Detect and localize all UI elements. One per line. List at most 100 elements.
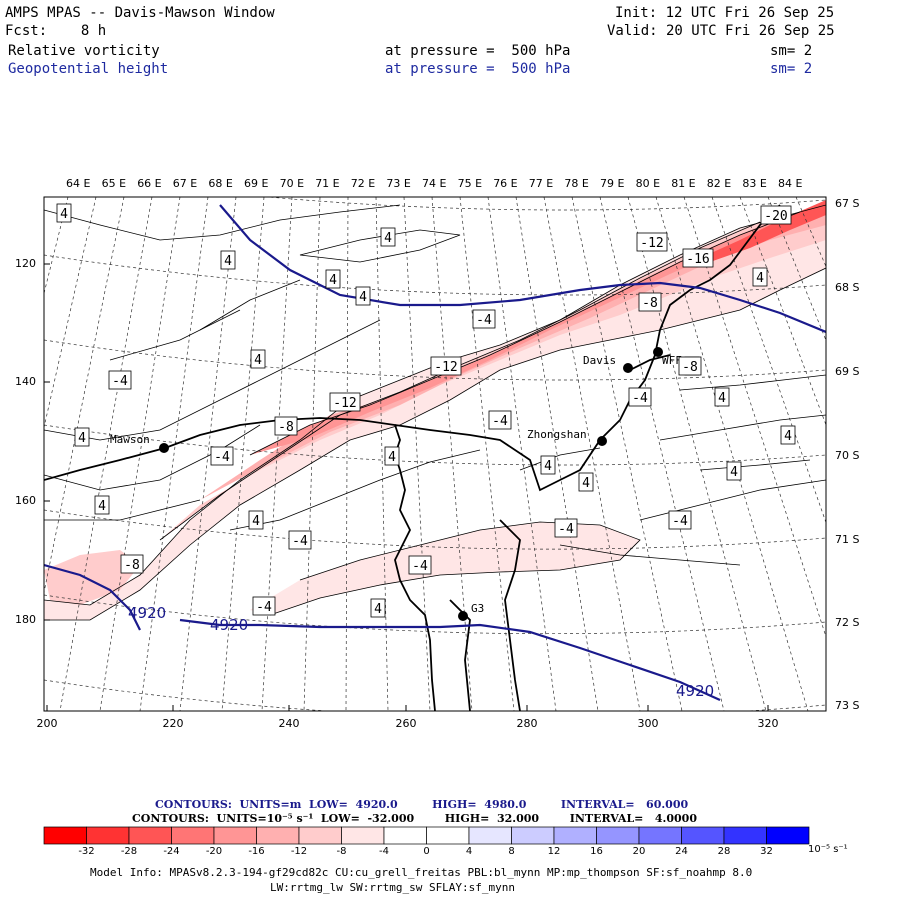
svg-text:-12: -12 [434, 360, 457, 375]
svg-text:-4: -4 [492, 414, 508, 429]
colorbar-swatch [383, 826, 427, 845]
lon-label: 82 E [706, 177, 732, 190]
lon-label: 71 E [315, 177, 340, 190]
field2-smooth: sm= 2 [770, 61, 813, 77]
svg-text:4: 4 [374, 602, 382, 617]
station-g3-label: G3 [471, 602, 484, 615]
vorticity-contour-label: -4 [408, 555, 432, 575]
colorbar-label: -4 [379, 846, 389, 857]
svg-text:-4: -4 [292, 534, 308, 549]
x-axis-label: 240 [278, 717, 300, 730]
lat-label: 72 S [835, 616, 860, 629]
vorticity-contour-label: 4 [540, 455, 556, 475]
vorticity-contour-label: 4 [578, 472, 594, 492]
vorticity-contour-label: 4 [380, 227, 396, 247]
lon-label: 67 E [172, 177, 198, 190]
lon-label: 72 E [350, 177, 376, 190]
x-axis-label: 200 [36, 717, 58, 730]
svg-text:4: 4 [544, 459, 552, 474]
field1-smooth: sm= 2 [770, 43, 813, 59]
vorticity-contour-label: -8 [274, 416, 298, 436]
field1-name: Relative vorticity [8, 43, 160, 59]
svg-text:-4: -4 [558, 522, 574, 537]
x-axis-label: 260 [395, 717, 417, 730]
init-time: Init: 12 UTC Fri 26 Sep 25 [615, 5, 835, 21]
vorticity-contour-label: 4 [250, 349, 266, 369]
lon-label: 80 E [635, 177, 661, 190]
lon-label: 65 E [101, 177, 127, 190]
vorticity-contour-label: -20 [760, 205, 792, 225]
vorticity-contour-label: -4 [288, 530, 312, 550]
colorbar-label: 16 [590, 846, 603, 857]
plot-title: AMPS MPAS -- Davis-Mawson Window [5, 5, 275, 21]
colorbar-swatch [86, 826, 130, 845]
colorbar-swatch [128, 826, 172, 845]
svg-text:4: 4 [98, 499, 106, 514]
svg-text:-8: -8 [124, 558, 140, 573]
lon-label: 84 E [778, 177, 803, 190]
lon-label: 70 E [279, 177, 305, 190]
y-axis-label: 140 [15, 375, 36, 388]
lat-label: 69 S [835, 365, 860, 378]
axis-ticks [44, 263, 769, 711]
svg-text:4: 4 [254, 353, 262, 368]
forecast-hour: Fcst: 8 h [5, 23, 107, 39]
lon-label: 81 E [671, 177, 696, 190]
svg-text:4: 4 [384, 231, 392, 246]
colorbar-swatch [723, 826, 767, 845]
station-mawson-dot [159, 443, 169, 453]
colorbar-swatch [171, 826, 215, 845]
svg-text:-4: -4 [214, 450, 230, 465]
vorticity-contour-label: 4 [220, 250, 236, 270]
colorbar-swatch [43, 826, 87, 845]
svg-text:-8: -8 [278, 420, 294, 435]
colorbar-label: 24 [675, 846, 688, 857]
station-mawson-label: Mawson [110, 433, 150, 446]
model-info-line2: LW:rrtmg_lw SW:rrtmg_sw SFLAY:sf_mynn [270, 881, 516, 894]
svg-text:-4: -4 [672, 514, 688, 529]
colorbar-swatch [766, 826, 810, 845]
lon-label: 79 E [600, 177, 625, 190]
svg-text:-16: -16 [686, 252, 709, 267]
vorticity-contour-label: 4 [780, 425, 796, 445]
colorbar-swatch [511, 826, 555, 845]
svg-text:4: 4 [329, 273, 337, 288]
field2-level: at pressure = 500 hPa [385, 61, 571, 77]
colorbar-label: -16 [248, 846, 265, 857]
vorticity-contour-label: -4 [252, 596, 276, 616]
vorticity-contour-label: 4 [248, 510, 264, 530]
vorticity-contour-label: -8 [638, 292, 662, 312]
vort-shade-ridge-inner [200, 205, 826, 500]
height-contours [44, 204, 826, 702]
y-axis-label: 160 [15, 494, 36, 507]
vorticity-contour-label: 4 [74, 427, 90, 447]
svg-text:4: 4 [730, 465, 738, 480]
lon-label: 76 E [493, 177, 518, 190]
svg-text:4: 4 [252, 514, 260, 529]
x-axis-label: 320 [757, 717, 779, 730]
colorbar-swatch [638, 826, 682, 845]
station-markers [159, 347, 663, 621]
colorbar-label: 32 [760, 846, 773, 857]
colorbar-swatch [256, 826, 300, 845]
colorbar-label: -8 [336, 846, 347, 857]
lon-label: 78 E [564, 177, 589, 190]
colorbar-swatch [298, 826, 342, 845]
svg-text:-8: -8 [682, 360, 698, 375]
svg-text:4: 4 [60, 207, 68, 222]
vorticity-contour-label: 4 [726, 461, 742, 481]
colorbar-swatch [681, 826, 725, 845]
vort-shade-ne-core [700, 200, 826, 262]
y-axis-label: 120 [15, 257, 36, 270]
vorticity-contour-label: -4 [108, 370, 132, 390]
x-axis-label: 220 [162, 717, 184, 730]
lat-label: 68 S [835, 281, 860, 294]
svg-text:-12: -12 [333, 396, 356, 411]
colorbar-swatch [341, 826, 385, 845]
colorbar-swatch [596, 826, 640, 845]
colorbar-swatch [426, 826, 470, 845]
svg-text:4: 4 [582, 476, 590, 491]
vort-shade-sw [44, 550, 140, 605]
colorbar-label: -32 [78, 846, 95, 857]
map-frame [43, 196, 827, 712]
